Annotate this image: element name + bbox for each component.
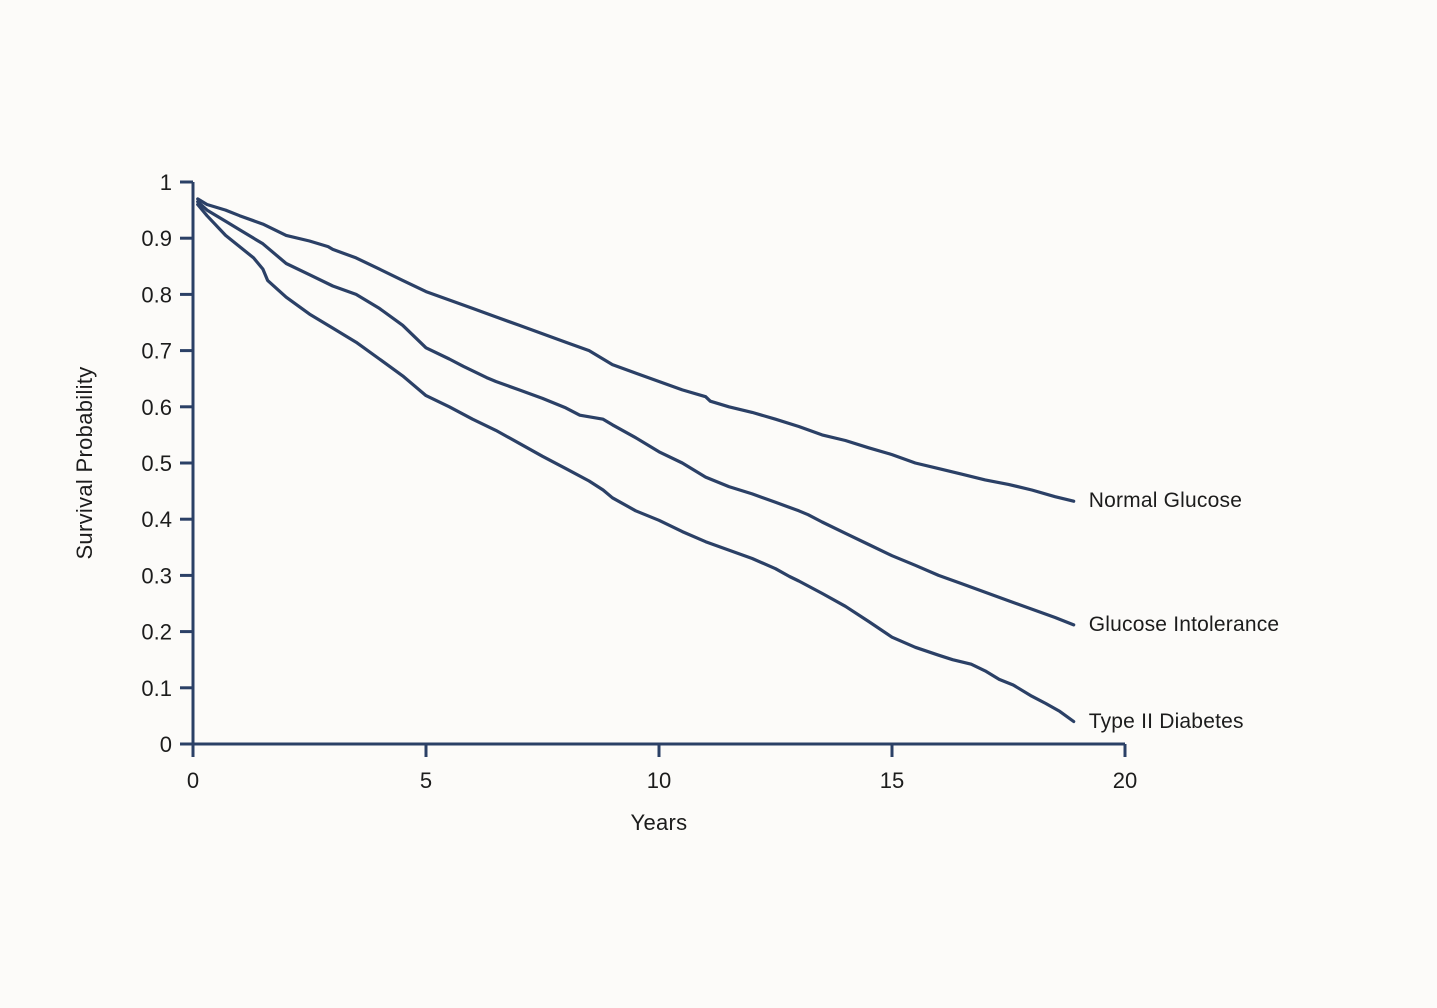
- y-tick-label: 0.3: [141, 563, 172, 588]
- y-tick-label: 0.1: [141, 676, 172, 701]
- y-tick-label: 0.8: [141, 282, 172, 307]
- series-label-type-ii-diabetes: Type II Diabetes: [1088, 709, 1244, 733]
- x-tick-label: 0: [187, 768, 199, 793]
- series-label-normal-glucose: Normal Glucose: [1088, 489, 1243, 513]
- y-tick-label: 0.6: [141, 395, 172, 420]
- x-axis-title: Years: [630, 810, 688, 835]
- series-line-normal-glucose: [196, 197, 1076, 503]
- series-label-glucose-intolerance: Glucose Intolerance: [1088, 612, 1280, 636]
- y-tick-label: 0.4: [141, 507, 172, 532]
- y-tick-label: 0: [160, 732, 172, 757]
- y-tick-label: 0.7: [141, 339, 172, 364]
- series-line-glucose-intolerance: [196, 200, 1076, 627]
- y-axis-title: Survival Probability: [72, 366, 97, 560]
- x-tick-label: 20: [1113, 768, 1137, 793]
- x-tick-label: 15: [880, 768, 904, 793]
- series-line-type-ii-diabetes: [196, 202, 1076, 724]
- y-tick-label: 0.2: [141, 620, 172, 645]
- x-tick-label: 5: [420, 768, 432, 793]
- y-tick-label: 1: [160, 170, 172, 195]
- x-tick-label: 10: [647, 768, 671, 793]
- y-tick-label: 0.9: [141, 226, 172, 251]
- y-tick-label: 0.5: [141, 451, 172, 476]
